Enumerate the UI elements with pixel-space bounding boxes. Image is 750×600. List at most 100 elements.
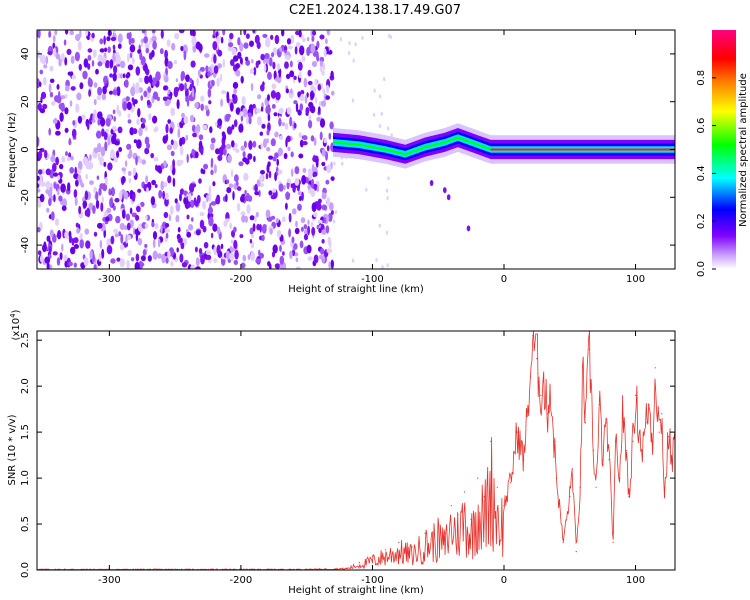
- noise-speckle-dot: [147, 255, 152, 262]
- noise-speckle-dot: [378, 223, 381, 228]
- noise-speckle-dot: [243, 42, 249, 49]
- noise-speckle-dot: [298, 30, 302, 38]
- snr-point: [503, 505, 505, 507]
- noise-speckle-dot: [261, 123, 266, 129]
- noise-speckle-dot: [215, 197, 221, 205]
- noise-speckle-dot: [258, 249, 261, 257]
- snr-point: [661, 413, 663, 415]
- noise-speckle-dot: [220, 36, 224, 44]
- noise-speckle-dot: [319, 66, 323, 72]
- noise-speckle-dot: [186, 97, 190, 107]
- noise-speckle-dot: [299, 45, 305, 56]
- spectrogram-xtick-label: 100: [626, 274, 645, 285]
- noise-speckle-dot: [166, 39, 171, 47]
- noise-speckle-dot: [235, 69, 241, 77]
- noise-speckle-dot: [45, 180, 51, 190]
- noise-speckle-dot: [190, 264, 196, 269]
- noise-speckle-dot: [78, 205, 82, 215]
- noise-speckle-dot: [127, 113, 131, 119]
- noise-speckle-dot: [255, 60, 259, 69]
- noise-speckle-dot: [84, 228, 90, 235]
- noise-speckle-dot: [93, 264, 97, 269]
- snr-point: [345, 567, 347, 569]
- noise-speckle-dot: [188, 224, 194, 231]
- noise-speckle-dot: [65, 151, 68, 157]
- snr-point: [621, 413, 624, 415]
- noise-speckle-dot: [179, 137, 183, 147]
- snr-point: [540, 394, 542, 396]
- noise-speckle-dot: [306, 47, 311, 56]
- noise-speckle-dot: [40, 181, 46, 187]
- snr-point: [625, 449, 627, 452]
- noise-speckle-dot: [110, 36, 117, 42]
- noise-speckle-dot: [217, 118, 223, 127]
- noise-speckle-dot: [164, 197, 169, 207]
- noise-speckle-dot: [165, 192, 169, 200]
- snr-point: [529, 376, 531, 378]
- noise-speckle-dot: [87, 48, 93, 53]
- noise-speckle-dot: [197, 69, 201, 77]
- noise-speckle-dot: [348, 41, 351, 46]
- noise-speckle-dot: [322, 88, 326, 95]
- noise-speckle-dot: [313, 171, 318, 177]
- noise-speckle-dot: [270, 194, 276, 200]
- noise-speckle-dot: [196, 194, 201, 204]
- noise-speckle-dot: [138, 157, 143, 164]
- noise-speckle-dot: [58, 195, 63, 202]
- noise-speckle-dot: [255, 258, 261, 264]
- noise-speckle-dot: [206, 194, 209, 203]
- noise-speckle-dot: [256, 223, 261, 231]
- noise-speckle-dot: [45, 168, 51, 176]
- noise-speckle-dot: [303, 77, 308, 88]
- noise-speckle-dot: [148, 113, 152, 121]
- snr-point: [569, 495, 571, 498]
- noise-speckle-dot: [47, 51, 53, 55]
- noise-speckle-dot: [298, 61, 303, 70]
- noise-speckle-dot: [245, 59, 251, 66]
- noise-speckle-dot: [104, 141, 108, 152]
- noise-speckle-dot: [266, 138, 269, 144]
- noise-speckle-dot: [208, 216, 214, 227]
- noise-speckle-dot: [289, 70, 295, 78]
- spectrogram-xlabel: Height of straight line (km): [288, 284, 424, 295]
- noise-speckle-dot: [260, 106, 264, 112]
- noise-speckle-dot: [79, 239, 84, 249]
- spectrogram-xtick-label: -200: [230, 274, 253, 285]
- noise-speckle-dot: [169, 127, 173, 134]
- noise-speckle-dot: [326, 197, 331, 207]
- noise-speckle-dot: [310, 221, 314, 228]
- noise-speckle-dot: [330, 210, 334, 215]
- noise-speckle-dot: [245, 115, 249, 125]
- noise-speckle-dot: [208, 100, 212, 105]
- noise-speckle-dot: [321, 239, 325, 244]
- noise-speckle-dot: [286, 135, 291, 143]
- noise-speckle-dot: [73, 173, 79, 180]
- noise-speckle-dot: [240, 195, 245, 203]
- noise-speckle-dot: [329, 121, 334, 130]
- snr-point: [592, 449, 595, 452]
- noise-speckle-dot: [168, 214, 172, 222]
- noise-speckle-dot: [42, 77, 47, 86]
- noise-speckle-dot: [307, 219, 310, 225]
- noise-speckle-dot: [49, 91, 54, 98]
- noise-speckle-dot: [205, 108, 210, 117]
- noise-speckle-dot: [284, 61, 289, 69]
- noise-speckle-dot: [262, 33, 268, 38]
- noise-speckle-dot: [258, 189, 261, 197]
- snr-point: [477, 477, 479, 479]
- noise-speckle-dot: [149, 37, 152, 45]
- noise-speckle-dot: [247, 112, 252, 118]
- noise-speckle-dot: [302, 141, 308, 146]
- snr-ytick-label: 0.5: [20, 516, 31, 532]
- noise-speckle-dot: [238, 123, 244, 133]
- noise-speckle-dot: [133, 139, 138, 144]
- noise-speckle-dot: [52, 118, 58, 124]
- noise-speckle-dot: [332, 219, 336, 224]
- noise-speckle-dot: [58, 58, 62, 67]
- spectrogram-xtick-label: -100: [361, 274, 384, 285]
- noise-speckle-dot: [98, 253, 102, 262]
- noise-speckle-dot: [280, 108, 284, 114]
- noise-speckle-dot: [87, 63, 91, 70]
- noise-speckle-dot: [173, 59, 177, 65]
- noise-speckle-dot: [67, 182, 71, 192]
